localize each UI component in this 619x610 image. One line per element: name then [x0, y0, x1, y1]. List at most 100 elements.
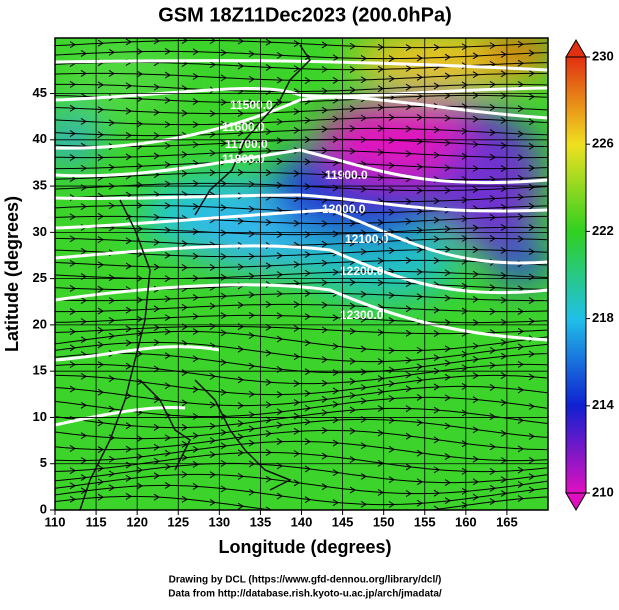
- contour-label: 12300.0: [340, 308, 384, 322]
- arrowhead: [209, 499, 216, 506]
- arrowhead: [304, 465, 311, 473]
- contour-label: 12000.0: [322, 202, 366, 216]
- arrowhead: [192, 141, 199, 149]
- arrowhead: [181, 264, 188, 271]
- colorbar-extend: [565, 492, 587, 511]
- arrowhead: [433, 82, 440, 90]
- arrowhead: [293, 40, 300, 47]
- arrowhead: [377, 358, 384, 365]
- arrowhead: [97, 307, 104, 315]
- arrowhead: [433, 505, 440, 510]
- arrowhead: [472, 115, 479, 123]
- arrowhead: [321, 279, 328, 287]
- arrowhead: [528, 350, 535, 358]
- arrowhead: [153, 83, 160, 91]
- arrowhead: [304, 158, 311, 166]
- arrowhead: [136, 225, 143, 233]
- arrowhead: [528, 373, 535, 381]
- arrowhead: [377, 375, 384, 382]
- arrowhead: [528, 224, 535, 231]
- arrowhead: [220, 273, 227, 281]
- arrowhead: [321, 240, 328, 248]
- arrowhead: [248, 205, 255, 213]
- arrowhead: [69, 259, 76, 267]
- arrowhead: [444, 225, 451, 233]
- arrowhead: [321, 125, 328, 133]
- arrowhead: [164, 434, 171, 442]
- arrowhead: [164, 352, 171, 360]
- arrowhead: [220, 358, 227, 366]
- arrowhead: [388, 317, 395, 324]
- arrowhead: [405, 371, 412, 379]
- arrowhead: [153, 132, 160, 140]
- arrowhead: [433, 197, 440, 205]
- arrowhead: [192, 228, 199, 236]
- arrowhead: [349, 147, 356, 155]
- arrowhead: [153, 213, 160, 221]
- arrowhead: [405, 198, 412, 205]
- arrowhead: [237, 109, 244, 117]
- arrowhead: [237, 129, 244, 137]
- arrowhead: [461, 152, 468, 160]
- arrowhead: [444, 139, 451, 147]
- x-tick-label: 140: [291, 514, 313, 529]
- arrowhead: [489, 104, 496, 111]
- plot-frame: [54, 37, 549, 511]
- arrowhead: [209, 451, 216, 459]
- arrowhead: [472, 372, 479, 380]
- arrowhead: [472, 52, 479, 60]
- arrowhead: [349, 219, 356, 227]
- arrowhead: [405, 490, 412, 497]
- arrowhead: [360, 268, 367, 275]
- arrowhead: [80, 457, 87, 464]
- arrowhead: [472, 396, 479, 404]
- arrowhead: [293, 479, 300, 487]
- colorbar-tick-label: 214: [592, 397, 614, 412]
- arrowhead: [293, 65, 300, 73]
- arrowhead: [293, 353, 300, 361]
- arrowhead: [405, 217, 412, 225]
- arrowhead: [517, 235, 524, 243]
- arrowhead: [248, 158, 255, 165]
- arrowhead: [125, 82, 132, 90]
- arrowhead: [321, 220, 328, 228]
- arrowhead: [209, 149, 216, 157]
- arrowhead: [405, 83, 412, 91]
- arrowhead: [416, 54, 423, 62]
- arrowhead: [265, 38, 272, 46]
- arrowhead: [517, 416, 524, 424]
- arrowhead: [108, 163, 115, 171]
- arrowhead: [472, 165, 479, 172]
- arrowhead: [276, 137, 283, 145]
- arrowhead: [248, 291, 255, 299]
- arrowhead: [472, 355, 479, 363]
- x-tick-label: 165: [496, 514, 518, 529]
- colorbar-tick-label: 218: [592, 310, 614, 325]
- arrowhead: [472, 186, 479, 194]
- arrowhead: [304, 269, 311, 277]
- arrowhead: [220, 98, 227, 106]
- arrowhead: [181, 240, 188, 248]
- arrowhead: [500, 399, 507, 407]
- arrowhead: [136, 453, 143, 461]
- arrowhead: [377, 148, 384, 156]
- arrowhead: [472, 426, 479, 434]
- arrowhead: [248, 311, 255, 319]
- arrowhead: [405, 103, 412, 111]
- arrowhead: [528, 456, 535, 464]
- arrowhead: [444, 164, 451, 172]
- arrowhead: [153, 423, 160, 431]
- arrowhead: [416, 478, 423, 486]
- arrowhead: [97, 261, 104, 269]
- arrowhead: [220, 442, 227, 450]
- arrowhead: [444, 497, 451, 505]
- arrowhead: [489, 153, 496, 161]
- arrowhead: [125, 445, 132, 453]
- arrowhead: [528, 297, 535, 305]
- colorbar-extend: [565, 39, 587, 58]
- arrowhead: [528, 402, 535, 410]
- arrowhead: [321, 356, 328, 363]
- arrowhead: [388, 114, 395, 121]
- arrowhead: [388, 476, 395, 484]
- arrowhead: [125, 237, 132, 245]
